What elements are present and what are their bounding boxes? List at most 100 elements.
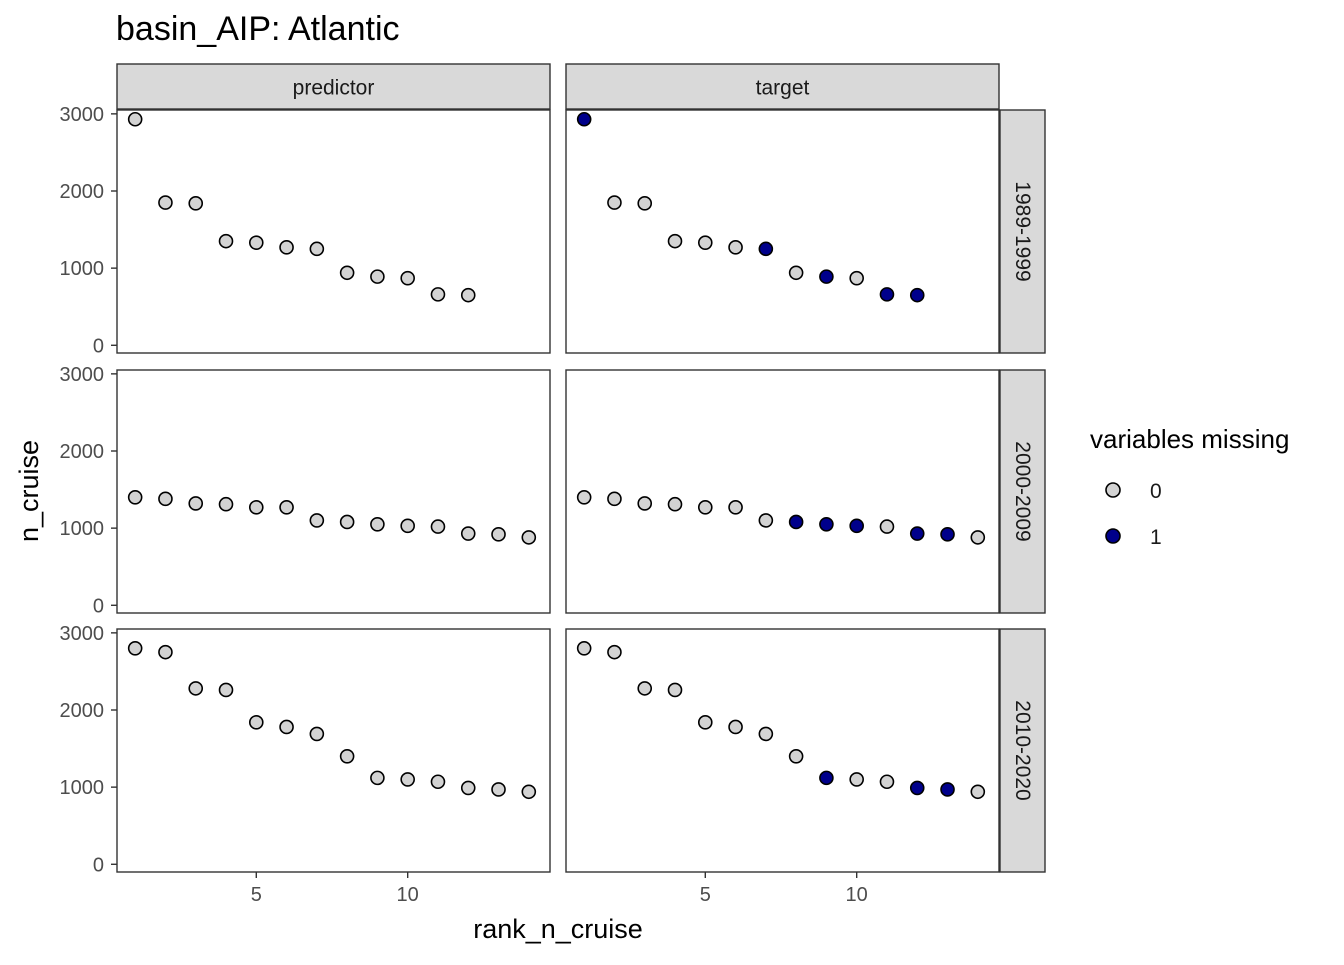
row-strip-label-2010-2020: 2010-2020 xyxy=(1011,700,1034,800)
data-point xyxy=(788,748,804,764)
data-point xyxy=(849,270,864,286)
data-point xyxy=(339,514,355,530)
data-point xyxy=(819,516,834,532)
legend-label-missing-1: 1 xyxy=(1150,526,1162,549)
panel-border xyxy=(116,369,551,614)
data-point xyxy=(788,265,804,281)
data-point xyxy=(909,780,925,796)
data-point xyxy=(430,774,446,790)
data-point xyxy=(248,235,264,250)
y-tick-label: 3000 xyxy=(60,364,105,386)
data-point xyxy=(279,240,294,255)
panel-predictor-2000-2009: 0 1000 2000 3000 xyxy=(60,364,551,617)
data-point xyxy=(758,513,774,528)
data-point xyxy=(158,644,173,660)
data-point xyxy=(218,496,234,512)
data-point xyxy=(879,287,895,302)
panel-target-2000-2009 xyxy=(565,369,1000,614)
data-point xyxy=(400,518,415,534)
data-point xyxy=(248,715,264,730)
data-point xyxy=(667,233,683,249)
data-point xyxy=(637,496,653,511)
column-strip-target xyxy=(565,63,1000,110)
data-point xyxy=(879,519,895,534)
data-point xyxy=(697,500,713,515)
panel-border xyxy=(116,109,551,354)
data-point xyxy=(279,719,294,735)
data-point xyxy=(460,780,476,796)
data-point xyxy=(309,241,325,257)
data-point xyxy=(430,519,446,534)
data-point xyxy=(400,270,415,286)
panel-border xyxy=(565,628,1000,873)
y-tick-label: 2000 xyxy=(60,700,105,722)
row-strip-1989-1999 xyxy=(999,109,1046,354)
data-point xyxy=(127,111,143,127)
data-point xyxy=(460,287,476,303)
data-point xyxy=(339,265,355,281)
legend-label-missing-0: 0 xyxy=(1150,480,1162,503)
data-point xyxy=(758,241,774,257)
data-point xyxy=(339,748,355,764)
data-point xyxy=(728,240,743,255)
data-point xyxy=(521,530,537,545)
panel-border xyxy=(565,369,1000,614)
facet-panels: predictor target 1989-1999 2000-2009 2010-20… xyxy=(60,63,1046,906)
data-point xyxy=(849,518,864,534)
y-tick-label: 2000 xyxy=(60,181,105,203)
panel-target-2010-2020: 5 10 xyxy=(565,628,1000,906)
data-point xyxy=(521,784,537,800)
panel-border xyxy=(116,628,551,873)
data-point xyxy=(728,719,743,735)
data-point xyxy=(491,527,506,542)
data-point xyxy=(849,772,864,787)
row-strip-2000-2009 xyxy=(999,369,1046,614)
data-point xyxy=(607,644,622,660)
panel-border xyxy=(565,109,1000,354)
data-point xyxy=(460,526,476,541)
column-strip-predictor xyxy=(116,63,551,110)
data-point xyxy=(400,772,415,787)
data-point xyxy=(607,491,622,507)
data-point xyxy=(370,269,385,284)
data-point xyxy=(370,516,385,532)
data-point xyxy=(576,640,592,656)
data-point xyxy=(940,527,955,542)
data-point xyxy=(909,287,925,303)
data-point xyxy=(309,726,325,742)
data-point xyxy=(970,530,986,545)
y-tick-label: 3000 xyxy=(60,623,105,645)
data-point xyxy=(819,770,834,786)
chart-title: basin_AIP: Atlantic xyxy=(116,10,400,48)
panel-predictor-1989-1999: 0 1000 2000 3000 xyxy=(60,104,551,357)
legend-key-missing-0 xyxy=(1105,482,1121,498)
data-point xyxy=(637,681,653,696)
legend-key-missing-1 xyxy=(1105,528,1121,544)
column-strip-label-predictor: predictor xyxy=(293,77,375,100)
data-point xyxy=(158,195,173,210)
row-strip-label-2000-2009: 2000-2009 xyxy=(1011,441,1034,541)
data-point xyxy=(607,195,622,210)
data-point xyxy=(970,784,986,800)
data-point xyxy=(309,513,325,528)
data-point xyxy=(279,500,294,515)
x-tick-label: 10 xyxy=(846,884,868,906)
y-axis-label: n_cruise xyxy=(14,440,44,542)
data-point xyxy=(788,514,804,530)
y-tick-label: 0 xyxy=(93,595,104,617)
y-tick-label: 1000 xyxy=(60,777,105,799)
y-tick-label: 0 xyxy=(93,854,104,876)
data-point xyxy=(758,726,774,742)
data-point xyxy=(430,287,446,302)
data-point xyxy=(576,489,592,505)
data-point xyxy=(127,640,143,656)
data-point xyxy=(909,526,925,541)
legend-title: variables missing xyxy=(1090,424,1289,454)
row-strip-2010-2020 xyxy=(999,628,1046,873)
data-point xyxy=(370,770,385,786)
data-point xyxy=(697,715,713,730)
data-point xyxy=(491,782,506,797)
data-point xyxy=(667,496,683,512)
